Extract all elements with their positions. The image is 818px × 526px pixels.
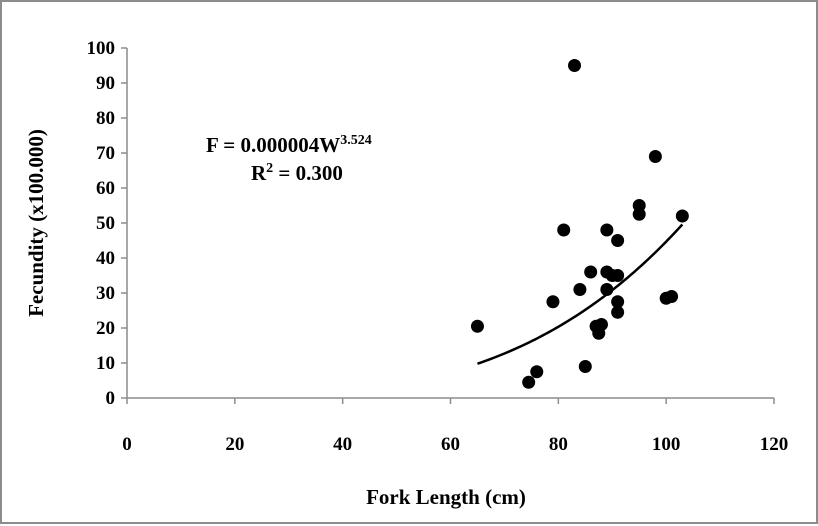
data-point [579, 360, 592, 373]
x-tick-label: 20 [225, 434, 244, 455]
x-tick-label: 40 [333, 434, 352, 455]
data-point [557, 224, 570, 237]
data-point [600, 283, 613, 296]
r-squared-annotation: R2 = 0.300 [251, 161, 343, 185]
y-tick-label: 100 [87, 38, 116, 59]
x-tick-label: 100 [652, 434, 681, 455]
data-point [522, 376, 535, 389]
x-axis-title: Fork Length (cm) [366, 485, 526, 509]
y-tick-label: 40 [96, 248, 115, 269]
y-tick-label: 0 [106, 388, 116, 409]
data-point [611, 306, 624, 319]
y-tick-label: 90 [96, 73, 115, 94]
y-tick-label: 20 [96, 318, 115, 339]
data-point [676, 210, 689, 223]
data-point [584, 266, 597, 279]
data-point [649, 150, 662, 163]
axes [121, 48, 774, 404]
y-tick-label: 80 [96, 108, 115, 129]
data-point [633, 208, 646, 221]
x-tick-label: 80 [549, 434, 568, 455]
data-point [471, 320, 484, 333]
data-points [471, 59, 689, 389]
tick-labels: 0 10 20 30 40 50 60 70 80 90 100 0 20 40 60 80 100 120 [87, 38, 789, 455]
data-point [665, 290, 678, 303]
y-tick-label: 50 [96, 213, 115, 234]
equation-annotation: F = 0.000004W3.524 [206, 133, 372, 157]
data-point [600, 224, 613, 237]
data-point [573, 283, 586, 296]
data-point [595, 318, 608, 331]
data-point [611, 269, 624, 282]
data-point [611, 234, 624, 247]
y-tick-label: 60 [96, 178, 115, 199]
x-tick-label: 120 [760, 434, 789, 455]
data-point [546, 295, 559, 308]
r2-value: = 0.300 [273, 161, 343, 185]
x-tick-label: 0 [122, 434, 132, 455]
equation-exponent: 3.524 [340, 133, 372, 148]
y-axis-title: Fecundity (x100.000) [24, 129, 48, 317]
data-point [530, 365, 543, 378]
x-tick-label: 60 [441, 434, 460, 455]
y-tick-label: 70 [96, 143, 115, 164]
data-point [568, 59, 581, 72]
equation-main: F = 0.000004W [206, 133, 340, 157]
r2-prefix: R [251, 161, 267, 185]
r2-superscript: 2 [266, 161, 273, 176]
y-tick-label: 30 [96, 283, 115, 304]
y-tick-label: 10 [96, 353, 115, 374]
